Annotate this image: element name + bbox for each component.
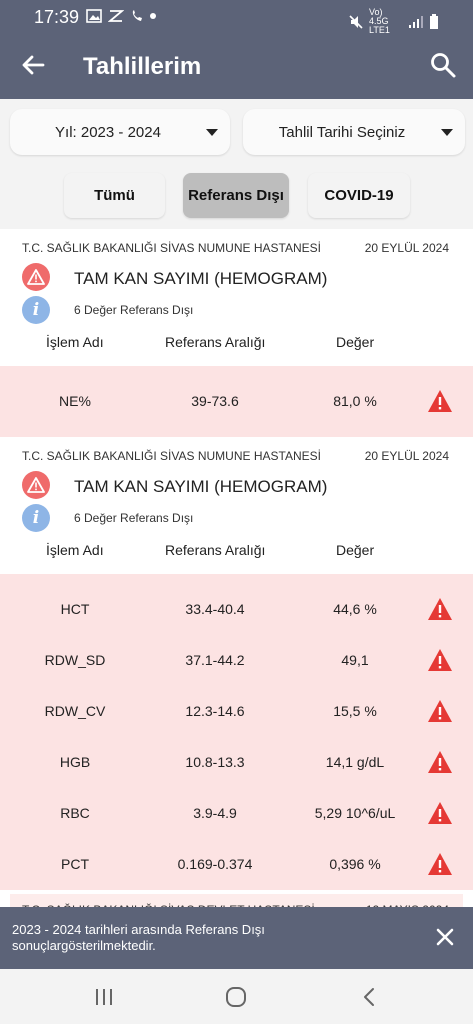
wifi-call-icon	[132, 10, 142, 21]
result-value: 15,5 %	[333, 703, 377, 719]
alert-triangle-icon	[428, 700, 452, 722]
snackbar-message: 2023 - 2024 tarihleri arasında Referans …	[12, 922, 265, 953]
snackbar: 2023 - 2024 tarihleri arasında Referans …	[0, 907, 473, 969]
battery-icon	[430, 13, 438, 29]
table-row[interactable]: HCT 33.4-40.4 44,6 %	[0, 584, 473, 635]
tab-label: Referans Dışı	[188, 187, 284, 204]
date-dropdown[interactable]: Tahlil Tarihi Seçiniz	[243, 109, 465, 155]
signal-icon	[409, 15, 423, 28]
results-list: T.C. SAĞLIK BAKANLIĞI SİVAS NUMUNE HASTA…	[0, 229, 473, 930]
column-header-value: Değer	[336, 542, 375, 558]
hospital-name: T.C. SAĞLIK BAKANLIĞI SİVAS NUMUNE HASTA…	[22, 241, 321, 255]
table-row[interactable]: RBC 3.9-4.9 5,29 10^6/uL	[0, 788, 473, 839]
alert-triangle-icon	[428, 649, 452, 671]
back-icon[interactable]	[358, 985, 382, 1009]
test-item-name: PCT	[61, 856, 89, 872]
tab-label: Tümü	[94, 187, 135, 204]
info-icon: i	[22, 296, 50, 324]
result-value: 5,29 10^6/uL	[314, 805, 396, 821]
result-value: 0,396 %	[329, 856, 381, 872]
hospital-name: T.C. SAĞLIK BAKANLIĞI SİVAS NUMUNE HASTA…	[22, 449, 321, 463]
alert-triangle-icon	[428, 390, 452, 412]
chevron-down-icon	[441, 128, 453, 136]
result-card-header[interactable]: T.C. SAĞLIK BAKANLIĞI SİVAS NUMUNE HASTA…	[0, 437, 473, 574]
system-nav-bar	[0, 969, 473, 1024]
filter-bar: Yıl: 2023 - 2024 Tahlil Tarihi Seçiniz	[0, 99, 473, 167]
test-item-name: HGB	[59, 754, 91, 770]
tab-bar: Tümü Referans Dışı COVID-19	[0, 167, 473, 229]
home-icon[interactable]	[224, 985, 248, 1009]
info-icon: i	[22, 504, 50, 532]
table-row[interactable]: RDW_SD 37.1-44.2 49,1	[0, 635, 473, 686]
recent-apps-icon[interactable]	[92, 985, 116, 1009]
table-row[interactable]: NE% 39-73.6 81,0 %	[0, 376, 473, 427]
network-label: Vo) 4.5G LTE1	[369, 7, 390, 35]
test-name: TAM KAN SAYIMI (HEMOGRAM)	[74, 477, 328, 496]
gallery-icon	[86, 9, 102, 23]
search-icon[interactable]	[429, 51, 457, 79]
column-header-name: İşlem Adı	[46, 542, 104, 558]
reference-range: 12.3-14.6	[185, 703, 245, 719]
page-title: Tahlillerim	[83, 53, 202, 80]
test-name: TAM KAN SAYIMI (HEMOGRAM)	[74, 269, 328, 288]
notification-icons	[86, 9, 156, 23]
year-dropdown-label: Yıl: 2023 - 2024	[55, 123, 161, 141]
test-item-name: RDW_CV	[44, 703, 106, 719]
table-row[interactable]: RDW_CV 12.3-14.6 15,5 %	[0, 686, 473, 737]
row-spacer	[0, 427, 473, 437]
result-date: 20 EYLÜL 2024	[364, 241, 449, 255]
result-date: 20 EYLÜL 2024	[364, 449, 449, 463]
test-item-name: HCT	[60, 601, 90, 617]
table-row[interactable]: PCT 0.169-0.374 0,396 %	[0, 839, 473, 890]
warning-icon	[22, 263, 50, 291]
test-item-name: RDW_SD	[44, 652, 106, 668]
back-arrow-icon[interactable]	[18, 50, 48, 80]
reference-range: 33.4-40.4	[185, 601, 245, 617]
result-value: 14,1 g/dL	[325, 754, 385, 770]
reference-range: 0.169-0.374	[177, 856, 253, 872]
system-icons: Vo) 4.5G LTE1	[348, 8, 439, 35]
status-time: 17:39	[34, 7, 80, 27]
close-icon[interactable]	[435, 927, 455, 947]
test-item-name: RBC	[60, 805, 90, 821]
test-item-name: NE%	[59, 393, 91, 409]
row-spacer	[0, 574, 473, 584]
result-value: 44,6 %	[333, 601, 377, 617]
out-of-range-count: 6 Değer Referans Dışı	[74, 303, 194, 317]
out-of-range-count: 6 Değer Referans Dışı	[74, 511, 194, 525]
column-header-range: Referans Aralığı	[165, 334, 266, 350]
tab-out-of-range[interactable]: Referans Dışı	[183, 173, 289, 218]
alert-triangle-icon	[428, 598, 452, 620]
column-header-value: Değer	[336, 334, 375, 350]
row-spacer	[0, 366, 473, 376]
reference-range: 10.8-13.3	[185, 754, 245, 770]
status-bar: 17:39 Vo) 4.5G LTE1	[0, 0, 473, 36]
year-dropdown[interactable]: Yıl: 2023 - 2024	[10, 109, 230, 155]
warning-icon	[22, 471, 50, 499]
tab-label: COVID-19	[324, 187, 394, 204]
mute-icon	[349, 14, 363, 29]
reference-range: 37.1-44.2	[185, 652, 245, 668]
tab-all[interactable]: Tümü	[64, 173, 165, 218]
alert-triangle-icon	[428, 853, 452, 875]
sync-icon	[108, 10, 124, 22]
dot-icon	[150, 13, 156, 19]
result-value: 81,0 %	[333, 393, 377, 409]
alert-triangle-icon	[428, 802, 452, 824]
reference-range: 39-73.6	[191, 393, 239, 409]
chevron-down-icon	[206, 128, 218, 136]
tab-covid[interactable]: COVID-19	[308, 173, 410, 218]
reference-range: 3.9-4.9	[193, 805, 237, 821]
table-row[interactable]: HGB 10.8-13.3 14,1 g/dL	[0, 737, 473, 788]
date-dropdown-label: Tahlil Tarihi Seçiniz	[278, 123, 406, 141]
column-header-name: İşlem Adı	[46, 334, 104, 350]
column-header-range: Referans Aralığı	[165, 542, 266, 558]
result-value: 49,1	[341, 652, 369, 668]
app-bar: Tahlillerim	[0, 36, 473, 99]
result-card-header[interactable]: T.C. SAĞLIK BAKANLIĞI SİVAS NUMUNE HASTA…	[0, 229, 473, 366]
alert-triangle-icon	[428, 751, 452, 773]
